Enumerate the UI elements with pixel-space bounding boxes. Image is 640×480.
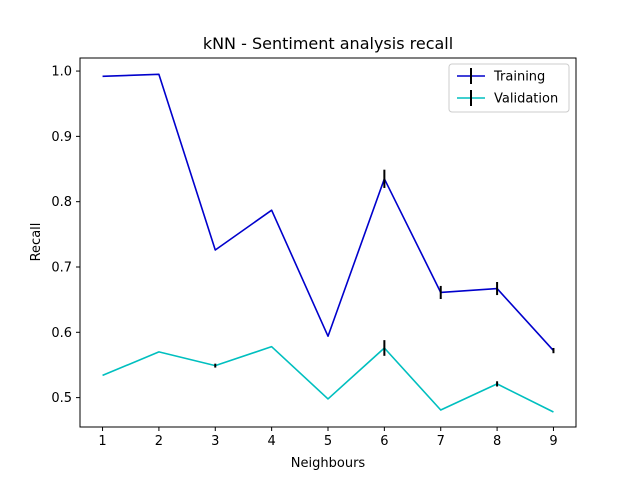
validation-legend-label: Validation (494, 92, 558, 107)
y-tick-label: 0.8 (51, 195, 72, 210)
x-tick-label: 7 (437, 434, 445, 449)
y-tick-label: 0.5 (51, 391, 72, 406)
x-tick-label: 9 (549, 434, 557, 449)
training-series-line (102, 73, 555, 352)
training-legend-label: Training (493, 70, 545, 85)
y-axis-label: Recall (29, 223, 44, 262)
y-tick-label: 1.0 (51, 65, 72, 80)
x-tick-label: 2 (155, 434, 163, 449)
x-tick-label: 1 (98, 434, 106, 449)
x-tick-label: 8 (493, 434, 501, 449)
plot-lines (102, 73, 555, 413)
legend: Training Validation (448, 63, 570, 113)
x-tick-label: 4 (267, 434, 275, 449)
x-tick-label: 3 (211, 434, 219, 449)
y-axis: 0.5 0.6 0.7 0.8 0.9 1.0 (51, 65, 80, 406)
x-tick-label: 6 (380, 434, 388, 449)
plot-area-frame (79, 57, 577, 428)
chart-title: kNN - Sentiment analysis recall (203, 34, 453, 53)
y-tick-label: 0.6 (51, 326, 72, 341)
x-axis-label: Neighbours (291, 456, 366, 471)
y-tick-label: 0.7 (51, 260, 72, 275)
y-tick-label: 0.9 (51, 130, 72, 145)
validation-series-line (102, 345, 554, 413)
x-tick-label: 5 (324, 434, 332, 449)
x-axis: 1 2 3 4 5 6 7 8 9 (98, 427, 558, 449)
